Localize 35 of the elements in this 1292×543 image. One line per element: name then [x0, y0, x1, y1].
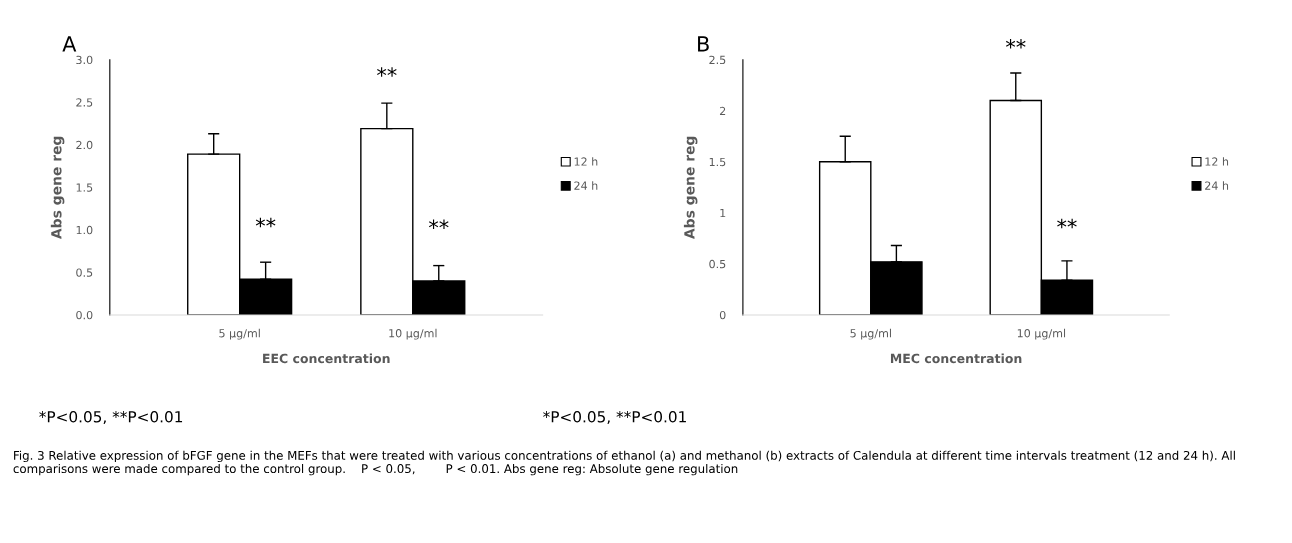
- legend-label: 12 h: [1205, 157, 1229, 166]
- y-tick-label: 1.5: [76, 183, 93, 192]
- y-tick-label: 0: [719, 310, 726, 320]
- legend-label: 24 h: [1205, 181, 1229, 190]
- y-tick-label: 1.0: [76, 225, 93, 235]
- chart-title: A: [62, 36, 77, 52]
- y-tick-label: 0.5: [76, 268, 93, 277]
- x-tick-label: 5 μg/ml: [219, 328, 260, 340]
- text: *P<0.05, **P<0.01: [543, 410, 686, 425]
- x-axis-title: EEC concentration: [263, 353, 390, 364]
- y-tick-label: 1: [720, 208, 726, 218]
- x-axis-title: MEC concentration: [890, 353, 1022, 364]
- y-axis-title: Abs gene reg: [683, 136, 698, 240]
- y-tick-label: 1.5: [709, 157, 726, 167]
- legend-label: 24 h: [574, 181, 598, 190]
- y-axis-title: Abs gene reg: [50, 136, 65, 240]
- annotation: **: [1005, 39, 1026, 49]
- chart-title: B: [698, 36, 709, 52]
- annotation: **: [428, 219, 449, 229]
- x-tick-label: 10 μg/ml: [389, 328, 437, 340]
- y-tick-label: 2.5: [76, 98, 93, 107]
- annotation: **: [255, 217, 276, 228]
- y-tick-label: 0.5: [709, 259, 726, 269]
- y-tick-label: 3.0: [76, 55, 93, 65]
- y-tick-label: 2.0: [76, 140, 93, 150]
- y-tick-label: 2.5: [709, 55, 726, 65]
- annotation: **: [1057, 218, 1077, 229]
- legend-label: 12 h: [574, 157, 598, 166]
- caption: Fig. 3 Relative expression of bFGF gene in the MEFs that were treated with various concentrations of ethanol (a) and methanol (b) extracts of Calendula at different time intervals treatment (12 and 24 h). All comparisons were made compared to the control group. P < 0.05, P < 0.01. Abs gene reg: Absolute gene regulation: [13, 450, 1235, 476]
- y-tick-label: 0.0: [76, 310, 93, 320]
- annotation: **: [377, 67, 397, 77]
- x-tick-label: 5 μg/ml: [850, 328, 891, 340]
- text: *P<0.05, **P<0.01: [39, 410, 183, 425]
- x-tick-label: 10 μg/ml: [1017, 328, 1066, 340]
- y-tick-label: 2: [719, 106, 726, 115]
